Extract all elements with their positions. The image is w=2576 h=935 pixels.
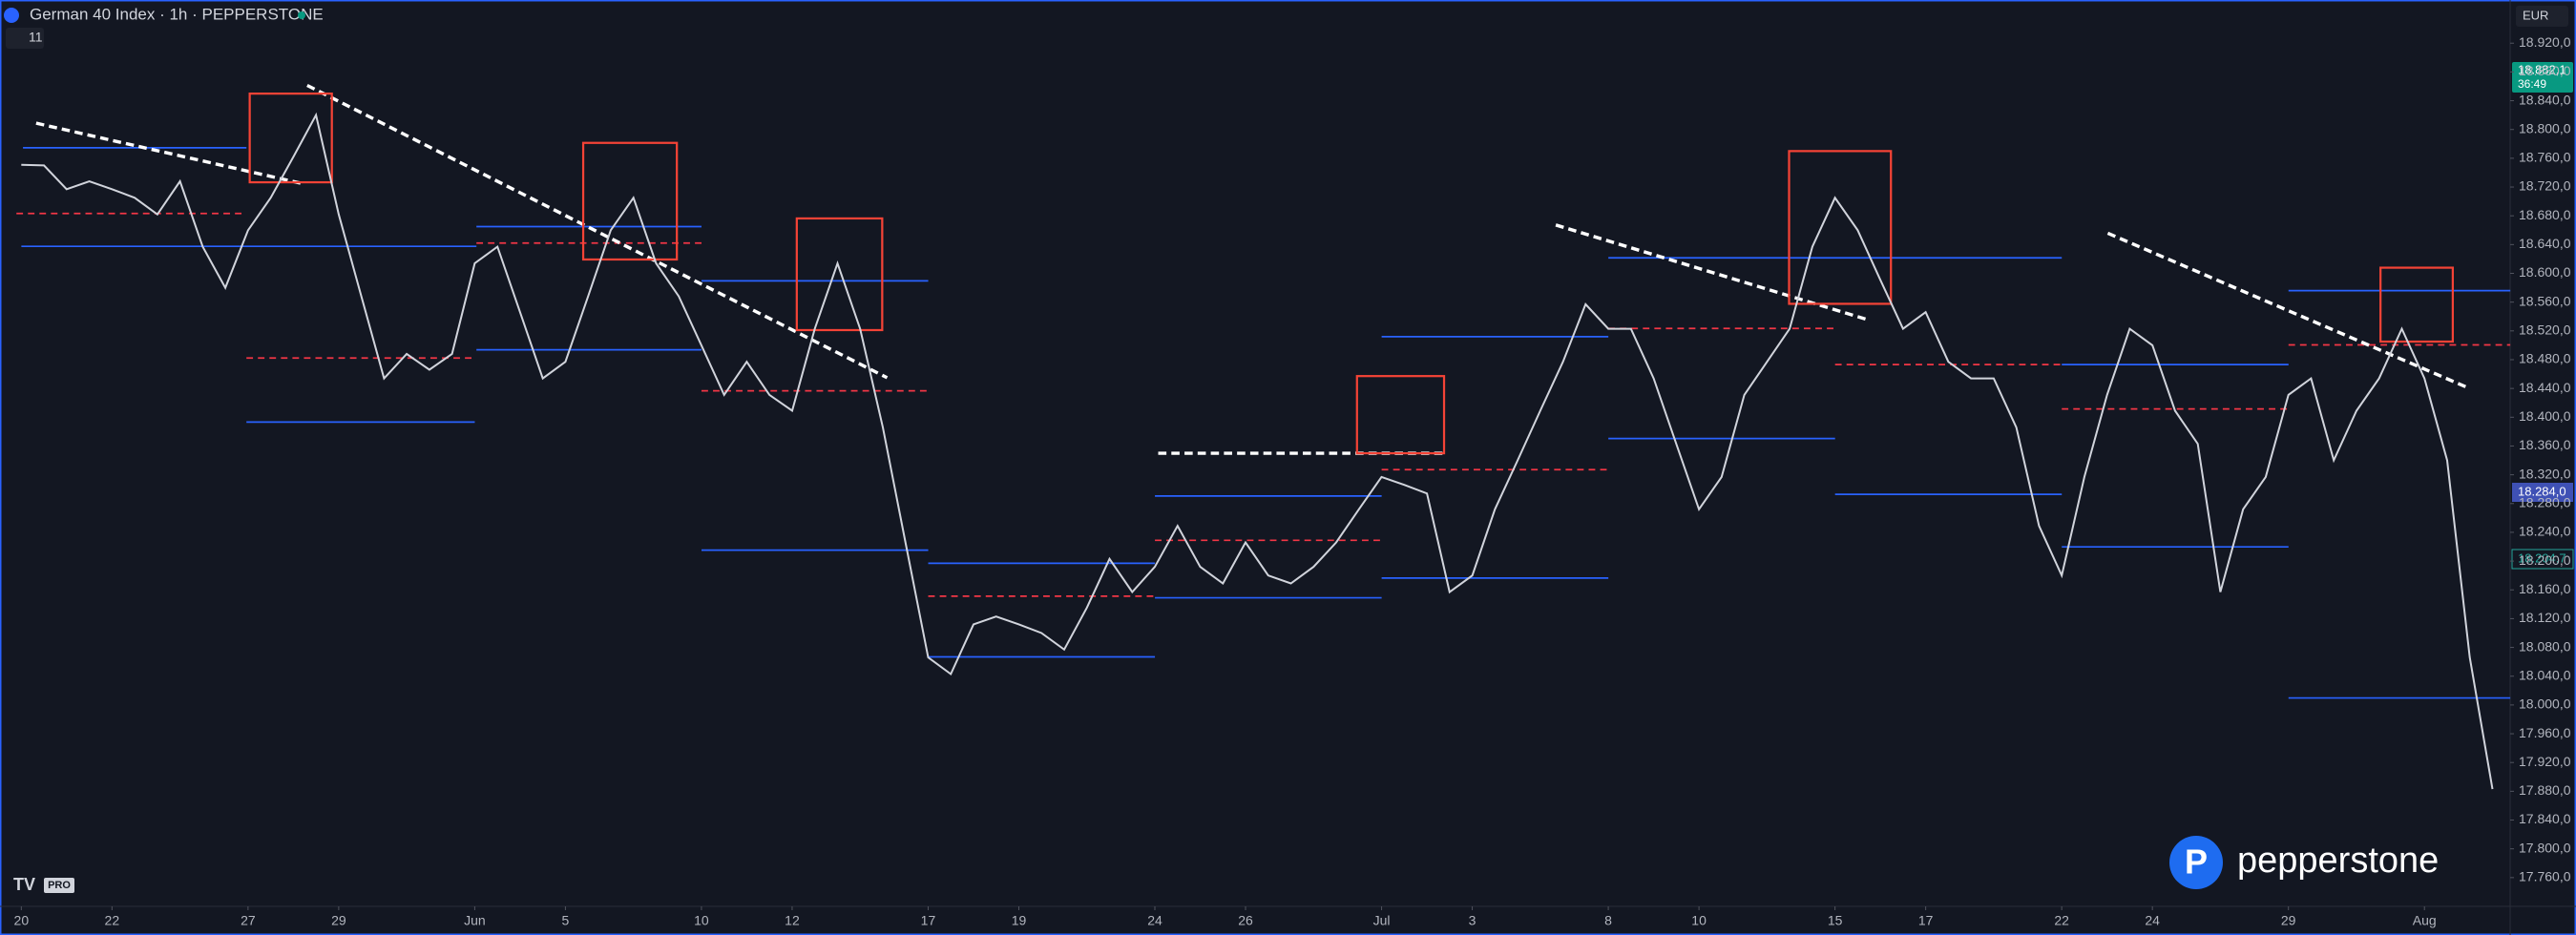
y-tick-label: 18.080,0 — [2519, 638, 2571, 654]
y-tick-label: 18.600,0 — [2519, 264, 2571, 280]
y-tick-label: 18.480,0 — [2519, 351, 2571, 366]
x-tick-label: Jul — [1373, 913, 1391, 928]
price-tag — [2512, 62, 2573, 93]
y-tick-label: 17.800,0 — [2519, 840, 2571, 855]
y-tick-label: 18.040,0 — [2519, 667, 2571, 682]
x-tick-label: 22 — [105, 913, 120, 928]
x-tick-label: 20 — [14, 913, 30, 928]
y-tick-label: 18.520,0 — [2519, 322, 2571, 338]
x-tick-label: 10 — [1691, 913, 1707, 928]
x-tick-label: 26 — [1238, 913, 1253, 928]
countdown: 36:49 — [2518, 77, 2546, 91]
x-tick-label: 3 — [1469, 913, 1476, 928]
y-tick-label: 18.440,0 — [2519, 380, 2571, 395]
boxes — [248, 92, 2455, 455]
currency: EUR — [2523, 8, 2548, 22]
y-tick-label: 18.400,0 — [2519, 408, 2571, 424]
x-tick-label: 19 — [1012, 913, 1027, 928]
box — [795, 217, 884, 332]
box — [581, 141, 679, 261]
x-tick-label: 15 — [1828, 913, 1843, 928]
indicator-tag — [2511, 549, 2574, 570]
box — [248, 92, 333, 184]
y-tick-label: 18.160,0 — [2519, 581, 2571, 596]
x-tick-label: 27 — [241, 913, 256, 928]
x-tick-label: Aug — [2413, 913, 2437, 928]
y-tick-label: 17.880,0 — [2519, 782, 2571, 798]
price-line — [21, 112, 2494, 790]
trend-lines — [35, 83, 2469, 455]
indicators-count: 11 — [29, 30, 43, 45]
x-tick-label: 29 — [2281, 913, 2296, 928]
y-tick-label: 18.000,0 — [2519, 696, 2571, 712]
y-tick-label: 18.240,0 — [2519, 524, 2571, 539]
x-tick-label: 24 — [1147, 913, 1162, 928]
x-tick-label: 12 — [785, 913, 800, 928]
y-tick-label: 18.120,0 — [2519, 610, 2571, 625]
y-tick-label: 17.840,0 — [2519, 811, 2571, 826]
symbol-icon — [4, 8, 19, 23]
y-tick-label: 18.880,0 — [2519, 63, 2571, 78]
indicator-tag — [2512, 483, 2573, 502]
y-tick-label: 18.840,0 — [2519, 92, 2571, 107]
y-tick-label: 17.920,0 — [2519, 754, 2571, 769]
indicator-tag-text: 18.284,0 — [2518, 484, 2566, 498]
box — [2379, 266, 2455, 343]
status-dot — [298, 11, 305, 19]
watermark: pepperstone — [2237, 841, 2439, 881]
y-tick-label: 18.720,0 — [2519, 178, 2571, 194]
y-tick-label: 18.560,0 — [2519, 293, 2571, 308]
y-tick-label: 18.760,0 — [2519, 150, 2571, 165]
box — [1788, 150, 1893, 305]
x-tick-label: 5 — [562, 913, 570, 928]
x-tick-label: 17 — [1918, 913, 1934, 928]
symbol-title[interactable]: German 40 Index · 1h · PEPPERSTONE — [30, 5, 324, 23]
x-tick-label: 24 — [2145, 913, 2160, 928]
x-tick-label: 8 — [1604, 913, 1612, 928]
y-tick-label: 18.320,0 — [2519, 466, 2571, 481]
x-tick-label: Jun — [464, 913, 486, 928]
indicators-toggle[interactable] — [6, 28, 44, 49]
y-tick-label: 18.920,0 — [2519, 34, 2571, 50]
y-tick-label: 17.960,0 — [2519, 725, 2571, 740]
x-tick-label: 22 — [2054, 913, 2069, 928]
y-tick-label: 18.360,0 — [2519, 437, 2571, 452]
y-tick-label: 18.640,0 — [2519, 236, 2571, 251]
box — [1355, 375, 1446, 455]
tv-logo: TV — [13, 875, 35, 894]
levels — [21, 147, 2511, 699]
drawings — [16, 83, 2511, 699]
watermark-logo — [2169, 836, 2223, 889]
y-tick-label: 18.280,0 — [2519, 494, 2571, 509]
x-tick-label: 17 — [921, 913, 936, 928]
x-tick-label: 10 — [694, 913, 709, 928]
y-tick-label: 18.800,0 — [2519, 120, 2571, 135]
y-tick-label: 18.680,0 — [2519, 207, 2571, 222]
y-tick-label: 18.200,0 — [2519, 552, 2571, 568]
y-tick-label: 17.760,0 — [2519, 869, 2571, 884]
support-resistance — [21, 147, 2511, 699]
x-tick-label: 29 — [331, 913, 346, 928]
currency-button[interactable] — [2516, 6, 2568, 27]
badge-bg — [44, 878, 74, 893]
indicator-tag-text: 18.204,7 — [2518, 551, 2566, 565]
watermark-logo-letter: P — [2185, 842, 2208, 882]
price-tag-text: 18.882,1 — [2518, 62, 2566, 76]
badge: PRO — [48, 880, 71, 891]
pivot-levels — [16, 212, 2511, 597]
